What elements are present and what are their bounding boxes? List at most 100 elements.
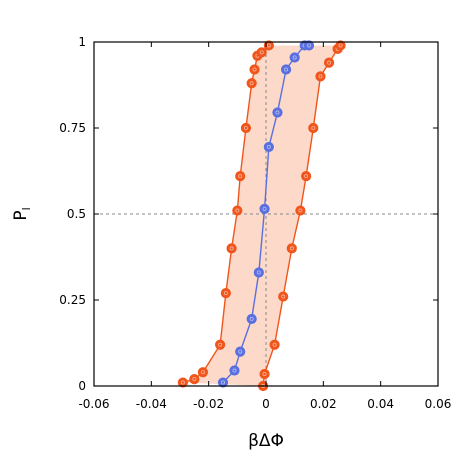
data-point-upper-bound xyxy=(286,243,297,254)
marker-outer xyxy=(240,122,252,134)
data-point-lower-bound xyxy=(240,122,252,134)
marker-inner xyxy=(304,174,309,179)
marker-outer xyxy=(280,64,292,75)
marker-outer xyxy=(259,203,270,214)
marker-outer xyxy=(278,291,289,302)
data-point-lower-bound xyxy=(235,171,246,182)
data-point-lower-bound xyxy=(189,374,200,385)
marker-outer xyxy=(335,40,346,51)
marker-outer xyxy=(263,40,274,51)
data-point-upper-bound xyxy=(301,171,312,182)
y-tick-label: 1 xyxy=(78,35,86,49)
marker-inner xyxy=(272,342,277,347)
x-tick-label: -0.04 xyxy=(136,397,167,411)
marker-outer xyxy=(301,171,312,182)
marker-inner xyxy=(192,377,197,382)
marker-inner xyxy=(232,368,237,373)
y-tick-label: 0.25 xyxy=(59,293,86,307)
confidence-band-layer xyxy=(182,45,341,386)
data-point-center xyxy=(272,107,283,118)
data-point-center xyxy=(303,40,315,51)
data-point-upper-bound xyxy=(323,57,335,68)
x-axis-label: βΔΦ xyxy=(248,431,284,451)
data-point-upper-bound xyxy=(335,40,346,51)
marker-outer xyxy=(217,377,229,388)
data-point-center xyxy=(263,141,274,153)
data-points-layer xyxy=(177,40,346,392)
data-point-center xyxy=(253,267,264,278)
data-point-center xyxy=(289,52,300,63)
data-point-upper-bound xyxy=(278,291,289,302)
marker-inner xyxy=(292,55,297,60)
data-point-lower-bound xyxy=(246,78,257,89)
data-point-lower-bound xyxy=(220,288,231,299)
x-tick-label: 0.06 xyxy=(425,397,452,411)
marker-outer xyxy=(197,367,209,378)
marker-outer xyxy=(256,47,267,58)
marker-inner xyxy=(259,50,264,55)
marker-inner xyxy=(180,380,185,385)
marker-inner xyxy=(306,43,311,48)
marker-outer xyxy=(249,64,260,75)
marker-outer xyxy=(295,205,306,216)
confidence-band-fill xyxy=(182,45,341,386)
marker-inner xyxy=(229,246,234,251)
data-point-upper-bound xyxy=(269,339,280,350)
marker-outer xyxy=(235,171,246,182)
data-point-lower-bound xyxy=(197,367,209,378)
marker-outer xyxy=(308,122,319,134)
marker-inner xyxy=(281,294,286,299)
marker-inner xyxy=(235,208,240,213)
y-tick-label: 0.75 xyxy=(59,121,86,135)
marker-inner xyxy=(238,174,243,179)
data-point-upper-bound xyxy=(259,368,270,380)
marker-inner xyxy=(238,349,243,354)
y-axis-label-subscript: l xyxy=(20,207,33,210)
data-point-center xyxy=(235,346,246,357)
x-tick-label: 0 xyxy=(262,397,270,411)
marker-outer xyxy=(303,40,315,51)
marker-inner xyxy=(262,371,267,376)
marker-outer xyxy=(246,78,257,89)
marker-inner xyxy=(249,316,254,321)
marker-inner xyxy=(249,81,254,86)
data-point-lower-bound xyxy=(232,205,243,216)
data-point-lower-bound xyxy=(177,377,188,388)
marker-outer xyxy=(189,374,200,385)
marker-outer xyxy=(253,267,264,278)
marker-outer xyxy=(220,288,231,299)
y-axis-label: Pl xyxy=(11,207,33,220)
data-point-lower-bound xyxy=(249,64,260,75)
marker-inner xyxy=(311,126,316,131)
marker-outer xyxy=(269,339,280,350)
marker-outer xyxy=(272,107,283,118)
marker-inner xyxy=(256,270,261,275)
x-tick-label: 0.04 xyxy=(367,397,394,411)
marker-inner xyxy=(327,60,332,65)
marker-outer xyxy=(315,71,326,82)
data-point-center xyxy=(259,203,270,214)
data-point-center xyxy=(229,365,240,376)
data-point-lower-bound xyxy=(256,47,267,58)
x-tick-label: -0.02 xyxy=(193,397,224,411)
data-point-lower-bound xyxy=(263,40,274,51)
data-point-center xyxy=(217,377,229,388)
marker-inner xyxy=(298,208,303,213)
ticks-layer: -0.06 -0.04 -0.02 0 0.02 0.04 0.06 0 0.25 0.5 0.75… xyxy=(59,35,451,411)
marker-inner xyxy=(252,67,257,72)
data-point-lower-bound xyxy=(226,243,237,254)
marker-outer xyxy=(246,313,257,325)
marker-inner xyxy=(266,43,271,48)
marker-outer xyxy=(286,243,297,254)
marker-inner xyxy=(218,342,223,347)
marker-outer xyxy=(177,377,188,388)
marker-outer xyxy=(226,243,237,254)
marker-inner xyxy=(262,206,267,211)
marker-inner xyxy=(220,380,225,385)
marker-inner xyxy=(289,246,294,251)
y-tick-label: 0.5 xyxy=(67,207,86,221)
data-point-upper-bound xyxy=(295,205,306,216)
y-axis-label-main: P xyxy=(11,210,31,220)
marker-inner xyxy=(223,291,228,296)
